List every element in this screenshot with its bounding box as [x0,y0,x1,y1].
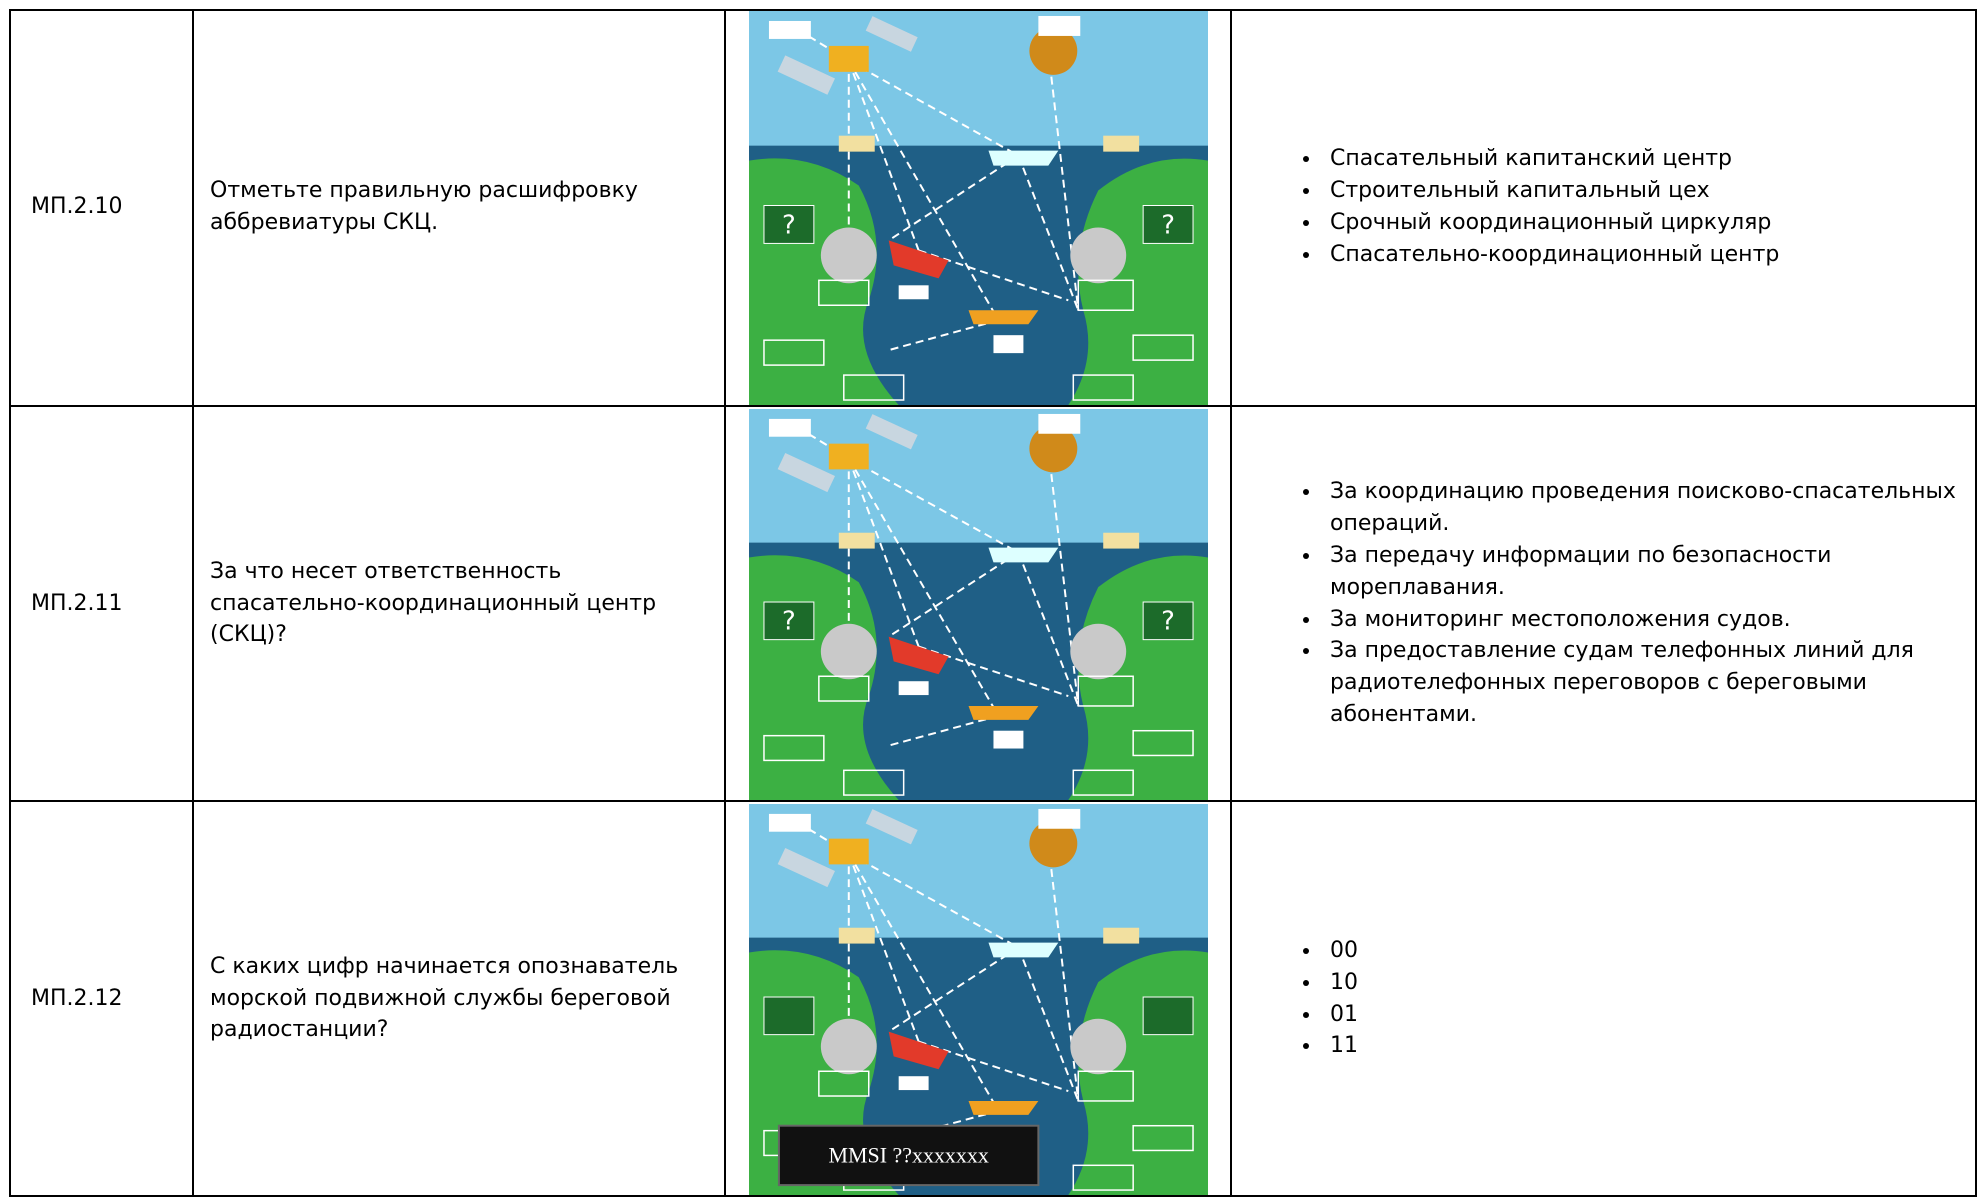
option: Спасательный капитанский центр [1322,143,1779,175]
question-cell: За что несет ответственность спасательно… [194,407,726,802]
code-cell: МП.2.10 [9,9,194,407]
diagram: ?? [749,11,1208,405]
option: 00 [1322,935,1358,967]
question-code: МП.2.12 [31,985,123,1011]
option: Строительный капитальный цех [1322,175,1779,207]
question-code: МП.2.10 [31,194,123,220]
question-mark: ? [1161,210,1175,240]
diagram: MMSI ??xxxxxxx [749,804,1208,1195]
code-cell: МП.2.12 [9,802,194,1197]
option: 10 [1322,967,1358,999]
option-list: Спасательный капитанский центрСтроительн… [1282,143,1779,271]
question-text: Отметьте правильную расшифровку аббревиа… [210,178,638,235]
answers-cell: 00100111 [1232,802,1977,1197]
option: 01 [1322,999,1358,1031]
illustration: ?? [749,409,1208,800]
table-frame [9,9,1977,1197]
plate-text: MMSI ??xxxxxxx [828,1143,988,1167]
option: Срочный координационный циркуляр [1322,207,1779,239]
question-mark: ? [782,607,796,637]
question-text: За что несет ответственность спасательно… [210,558,657,648]
answers-cell: Спасательный капитанский центрСтроительн… [1232,9,1977,407]
option: Спасательно-координационный центр [1322,239,1779,271]
plate [777,1124,1040,1187]
diagram-art [749,11,1208,405]
question-text: С каких цифр начинается опознаватель мор… [210,953,679,1043]
illustration: MMSI ??xxxxxxx [749,804,1208,1195]
illustration: ?? [749,11,1208,405]
image-cell [726,9,1232,407]
answers-cell: За координацию проведения поисково-спаса… [1232,407,1977,802]
option: За предоставление судам телефонных линий… [1322,635,1975,731]
diagram: ?? [749,409,1208,800]
option-list: 00100111 [1282,935,1358,1063]
image-cell [726,802,1232,1197]
question-code: МП.2.11 [31,590,123,616]
code-cell: МП.2.11 [9,407,194,802]
option: За мониторинг местоположения судов. [1322,604,1975,636]
image-cell [726,407,1232,802]
option: За координацию проведения поисково-спаса… [1322,476,1975,540]
question-mark: ? [1161,607,1175,637]
question-mark: ? [782,210,796,240]
question-cell: С каких цифр начинается опознаватель мор… [194,802,726,1197]
option: 11 [1322,1030,1358,1062]
diagram-art [749,409,1208,800]
question-cell: Отметьте правильную расшифровку аббревиа… [194,9,726,407]
option-list: За координацию проведения поисково-спаса… [1282,476,1975,731]
option: За передачу информации по безопасности м… [1322,540,1975,604]
